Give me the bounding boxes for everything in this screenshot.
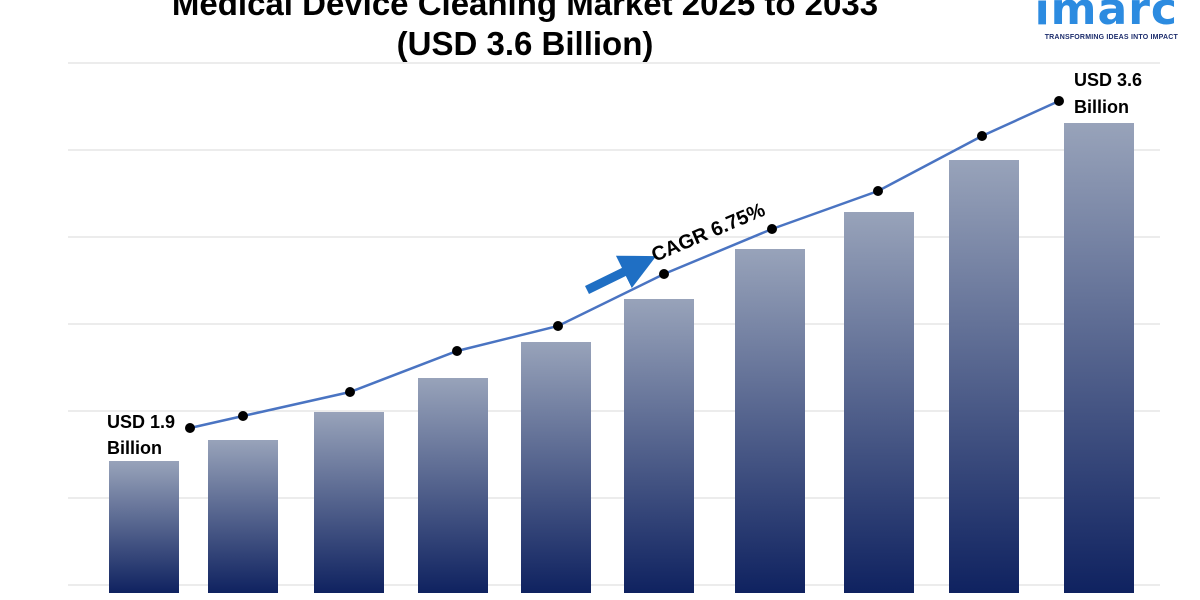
bar-2031 — [735, 249, 805, 593]
title-line-2: (USD 3.6 Billion) — [396, 25, 654, 62]
start-label-value: USD 1.9 — [107, 412, 175, 432]
trend-point-2027 — [345, 387, 355, 397]
logo-tagline: TRANSFORMING IDEAS INTO IMPACT — [1044, 34, 1178, 41]
chart-title: Medical Device Cleaning Market 2025 to 2… — [0, 0, 1050, 64]
logo-word: imarc — [1034, 0, 1178, 35]
title-line-1: Medical Device Cleaning Market 2025 to 2… — [171, 0, 879, 22]
trend-point-2028 — [452, 346, 462, 356]
bar-2032 — [844, 212, 914, 593]
bars — [109, 123, 1134, 593]
trend-point-2029 — [553, 321, 563, 331]
bar-2029 — [521, 342, 591, 593]
trend-point-2026 — [238, 411, 248, 421]
trend-point-2033 — [977, 131, 987, 141]
trend-point-2034 — [1054, 96, 1064, 106]
trend-point-2030 — [659, 269, 669, 279]
bar-2025 — [109, 461, 179, 593]
bar-2028 — [418, 378, 488, 593]
imarc-logo: imarc TRANSFORMING IDEAS INTO IMPACT — [1035, 0, 1178, 41]
start-label-unit: Billion — [107, 438, 162, 458]
trend-line-group — [185, 96, 1064, 433]
trend-line — [189, 99, 1060, 430]
bar-2033 — [949, 160, 1019, 593]
bar-2030 — [624, 299, 694, 593]
bar-2027 — [314, 412, 384, 593]
bar-2034 — [1064, 123, 1134, 593]
trend-point-2031 — [767, 224, 777, 234]
bar-2026 — [208, 440, 278, 593]
cagr-arrow-icon — [585, 255, 657, 295]
trend-point-2032 — [873, 186, 883, 196]
end-label-value: USD 3.6 — [1074, 70, 1142, 90]
trend-point-2025 — [185, 423, 195, 433]
end-label-unit: Billion — [1074, 97, 1129, 117]
